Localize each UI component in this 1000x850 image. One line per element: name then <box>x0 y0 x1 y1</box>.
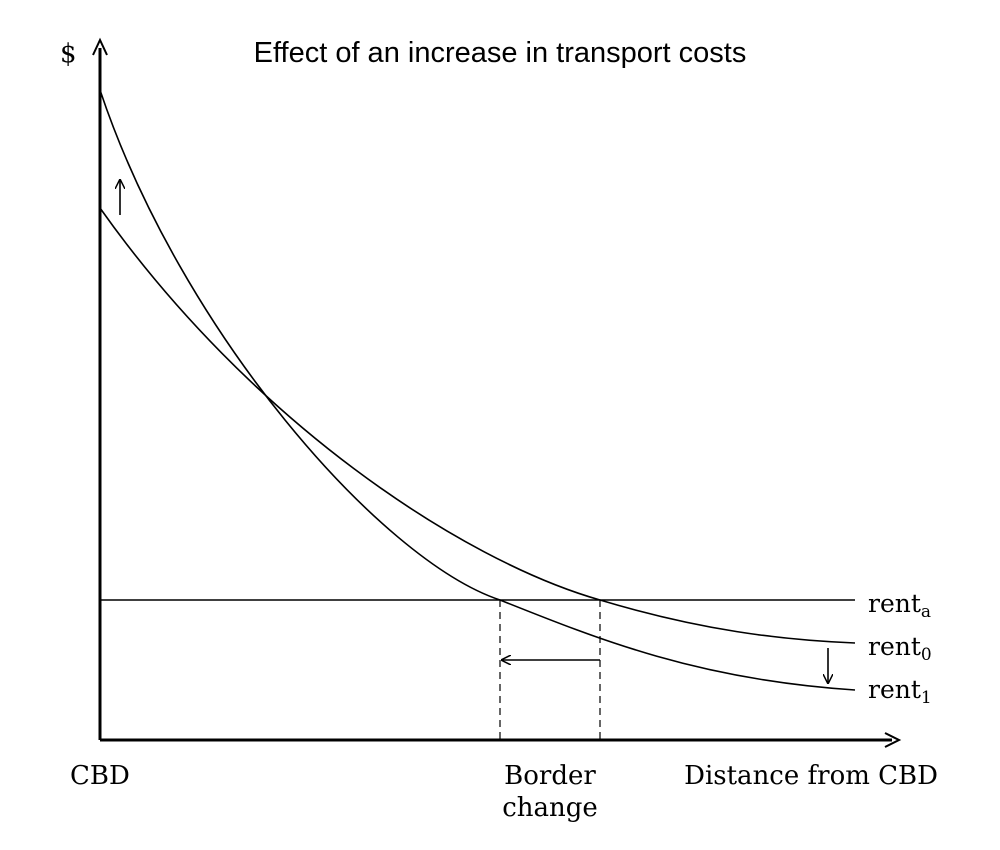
y-axis-arrowhead <box>92 37 108 56</box>
rent-0-label-sub: 0 <box>921 645 932 665</box>
rent-1-label-base: rent <box>868 675 921 704</box>
x-axis-arrowhead <box>884 732 902 748</box>
x-axis-label: Distance from CBD <box>684 761 938 791</box>
origin-label: CBD <box>70 761 130 791</box>
border-change-label-line1: Border <box>504 761 596 791</box>
rent-1-label: rent1 <box>868 675 932 708</box>
rent-0-label-base: rent <box>868 632 921 661</box>
rent-0-curve <box>99 207 856 644</box>
diagram-title: Effect of an increase in transport costs <box>254 37 747 69</box>
rent-1-label-sub: 1 <box>921 688 932 708</box>
rent-0-label: rent0 <box>868 632 932 665</box>
y-axis-label: $ <box>60 39 77 69</box>
border-change-label-line2: change <box>502 793 598 823</box>
rent-1-curve <box>99 89 856 691</box>
rent-a-label-sub: a <box>921 602 931 622</box>
rent-a-label-base: rent <box>868 589 921 618</box>
rent-a-label: renta <box>868 589 931 622</box>
